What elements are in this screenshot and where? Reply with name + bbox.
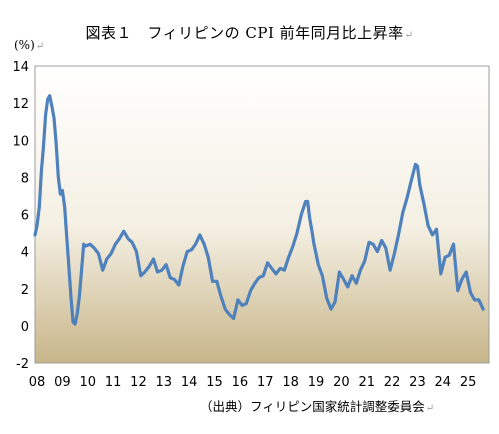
y-tick-label: 14 — [12, 60, 29, 75]
x-tick-label: 22 — [384, 375, 401, 390]
x-tick-label: 16 — [232, 375, 249, 390]
x-tick-label: 13 — [156, 375, 173, 390]
source-note: （出典）フィリピン国家統計調整委員会↵ — [200, 399, 435, 414]
y-tick-label: 6 — [21, 209, 29, 224]
y-tick-label: 4 — [21, 246, 29, 261]
x-tick-label: 12 — [130, 375, 147, 390]
x-tick-label: 21 — [358, 375, 375, 390]
cpi-series-line — [33, 94, 485, 326]
x-tick-label: 17 — [257, 375, 274, 390]
x-tick-label: 24 — [435, 375, 452, 390]
x-tick-label: 18 — [282, 375, 299, 390]
y-tick-label: 8 — [21, 171, 29, 186]
y-tick-label: 2 — [21, 283, 29, 298]
x-tick-label: 25 — [460, 375, 477, 390]
x-tick-label: 09 — [54, 375, 71, 390]
plot-area — [34, 65, 490, 364]
x-tick-label: 11 — [105, 375, 122, 390]
x-tick-label: 20 — [333, 375, 350, 390]
x-tick-label: 23 — [409, 375, 426, 390]
y-tick-label: 0 — [21, 320, 29, 335]
y-axis-unit: (%)↵ — [14, 38, 45, 52]
x-tick-label: 08 — [29, 375, 46, 390]
y-tick-label: 10 — [12, 134, 29, 149]
chart-title: 図表１ フィリピンの CPI 前年同月比上昇率↵ — [85, 24, 414, 42]
x-tick-label: 10 — [79, 375, 96, 390]
y-tick-label: 12 — [12, 97, 29, 112]
x-tick-label: 15 — [206, 375, 223, 390]
x-tick-label: 19 — [308, 375, 325, 390]
y-tick-label: -2 — [16, 357, 29, 372]
x-tick-label: 14 — [181, 375, 198, 390]
